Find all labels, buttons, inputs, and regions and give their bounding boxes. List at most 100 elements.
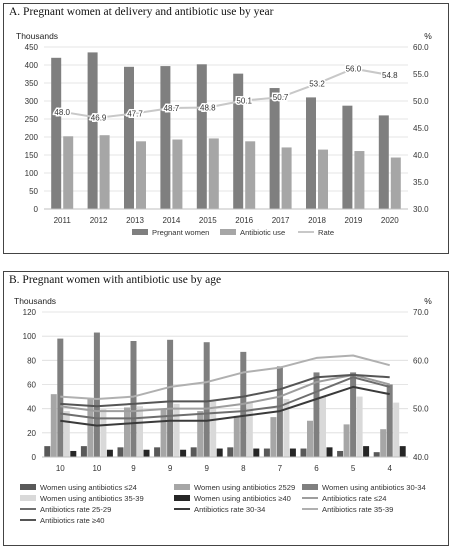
bar-3 <box>246 401 253 457</box>
x-tick-label: 9 <box>131 464 136 473</box>
legend-swatch-0 <box>132 229 148 235</box>
y-unit-label: Thousands <box>16 31 58 41</box>
x-tick-label: 2013 <box>126 216 144 225</box>
chart-a-svg: Thousands % 0 50 100 150 200 250 300 350 400 450 30.… <box>16 31 432 237</box>
bar-1 <box>124 407 130 457</box>
y-tick-label: 0 <box>32 453 37 462</box>
y-tick-label: 100 <box>25 169 39 178</box>
bar-4 <box>216 448 223 457</box>
bar-1 <box>160 408 167 457</box>
legend-label-1: Antibiotic use <box>240 228 285 237</box>
chart-panel-a: A. Pregnant women at delivery and antibi… <box>3 3 449 254</box>
y-tick-label: 300 <box>25 97 39 106</box>
x-tick-label: 2014 <box>163 216 181 225</box>
x-tick-label: 4 <box>387 464 392 473</box>
bar-1 <box>208 138 219 209</box>
bar-4 <box>363 446 370 457</box>
bar-0 <box>306 97 316 209</box>
y-tick-label: 0 <box>34 205 39 214</box>
bar-2 <box>167 339 174 457</box>
bar-3 <box>320 396 326 457</box>
x-tick-label: 2020 <box>381 216 399 225</box>
y2-unit-label: % <box>424 31 432 41</box>
y2-tick-label: 30.0 <box>413 205 429 214</box>
legend-label-1: Women using antibiotics 2529 <box>194 483 295 492</box>
y-unit-label: Thousands <box>14 296 56 306</box>
rate-line-4 <box>60 373 390 408</box>
bar-2 <box>203 342 210 457</box>
y-tick-label: 350 <box>25 79 39 88</box>
bar-0 <box>154 447 161 457</box>
y-tick-label: 150 <box>25 151 39 160</box>
legend-label-9: Antibiotics rate ≥40 <box>40 516 105 525</box>
y-tick-label: 80 <box>27 356 36 365</box>
data-label: 56.0 <box>346 65 362 74</box>
bar-3 <box>356 396 363 457</box>
bar-0 <box>227 447 234 457</box>
x-tick-label: 9 <box>168 464 173 473</box>
bar-1 <box>270 417 277 457</box>
legend-swatch-1 <box>220 229 236 235</box>
bar-1 <box>281 147 292 209</box>
bar-4 <box>326 447 333 457</box>
chart-b-svg: Thousands % 0 20 40 60 80 100 120 40.0 50.0 60.0 70.… <box>14 296 432 525</box>
bar-3 <box>137 406 143 457</box>
bar-0 <box>117 447 124 457</box>
data-label: 54.8 <box>382 71 398 80</box>
y2-tick-label: 55.0 <box>413 70 429 79</box>
x-tick-label: 2016 <box>235 216 253 225</box>
bar-4 <box>143 449 150 457</box>
legend-swatch-2 <box>302 484 318 490</box>
bar-3 <box>393 402 400 457</box>
bar-1 <box>50 394 57 457</box>
bar-2 <box>93 332 100 457</box>
bar-0 <box>269 88 280 209</box>
rate-line-1 <box>60 376 390 420</box>
y-tick-label: 120 <box>23 308 37 317</box>
bar-1 <box>172 139 183 209</box>
y-tick-label: 20 <box>27 429 36 438</box>
bar-4 <box>106 449 113 457</box>
y2-tick-label: 70.0 <box>413 308 429 317</box>
bar-1 <box>99 135 110 209</box>
x-tick-label: 8 <box>241 464 246 473</box>
data-label: 50.1 <box>236 96 252 105</box>
rate-line-3 <box>60 354 390 400</box>
bar-1 <box>245 141 256 209</box>
bar-0 <box>124 66 134 209</box>
x-tick-label: 2012 <box>90 216 108 225</box>
bar-0 <box>51 57 62 209</box>
bar-4 <box>399 446 406 457</box>
bar-0 <box>300 448 307 457</box>
legend-label-2: Rate <box>318 228 334 237</box>
legend-label-5: Antibiotics rate ≤24 <box>322 494 387 503</box>
data-label: 48.0 <box>54 108 70 117</box>
bar-0 <box>263 448 270 457</box>
legend-label-4: Women using antibiotics ≥40 <box>194 494 291 503</box>
legend-label-6: Antibiotics rate 25-29 <box>40 505 111 514</box>
y2-unit-label: % <box>424 296 432 306</box>
rate-line-0 <box>60 373 390 413</box>
y-tick-label: 40 <box>27 405 36 414</box>
bar-0 <box>80 446 87 457</box>
x-tick-label: 10 <box>56 464 65 473</box>
x-tick-label: 2011 <box>54 216 72 225</box>
bar-3 <box>283 399 290 457</box>
bar-1 <box>87 399 94 457</box>
bar-0 <box>196 64 207 209</box>
bar-3 <box>210 401 217 457</box>
y2-tick-label: 50.0 <box>413 97 429 106</box>
y-tick-label: 200 <box>25 133 39 142</box>
bar-1 <box>318 149 328 209</box>
bar-1 <box>380 429 387 457</box>
bar-4 <box>180 449 187 457</box>
data-label: 53.2 <box>309 80 325 89</box>
x-tick-label: 2018 <box>308 216 326 225</box>
bar-0 <box>233 73 244 209</box>
legend-label-2: Women using antibiotics 30-34 <box>322 483 426 492</box>
bar-4 <box>289 448 296 457</box>
legend-label-3: Women using antibiotics 35-39 <box>40 494 144 503</box>
data-label: 48.7 <box>164 104 180 113</box>
bar-2 <box>313 372 320 457</box>
data-label: 47.7 <box>127 109 143 118</box>
